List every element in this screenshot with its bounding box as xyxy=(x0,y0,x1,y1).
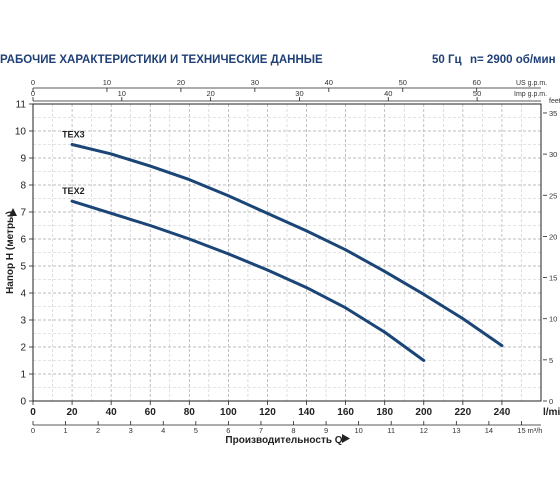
m3h-tick-label: 7 xyxy=(259,426,263,435)
y-tick-label: 7 xyxy=(20,208,26,219)
feet-tick-label: 10 xyxy=(549,315,557,324)
speed-label: n= 2900 об/мин xyxy=(470,54,556,66)
x-axis-label: Производительность Q xyxy=(225,435,342,446)
series-line-tex2 xyxy=(70,199,426,362)
us-gpm-tick-label: 0 xyxy=(31,78,35,87)
m3h-tick-label: 4 xyxy=(161,426,165,435)
page-title: РАБОЧИЕ ХАРАКТЕРИСТИКИ И ТЕХНИЧЕСКИЕ ДАН… xyxy=(0,54,323,66)
x-arrow-icon xyxy=(342,434,350,443)
m3h-tick-label: 8 xyxy=(291,426,295,435)
y-tick-label: 1 xyxy=(20,370,26,381)
us-gpm-unit-label: US g.p.m. xyxy=(516,80,547,87)
x-tick-label: 140 xyxy=(298,407,315,418)
y-arrow-icon xyxy=(9,208,17,216)
us-gpm-tick-label: 50 xyxy=(399,78,407,87)
feet-unit-label: feet xyxy=(549,98,560,105)
x-tick-label: 100 xyxy=(220,407,237,418)
series-label-tex3: TEX3 xyxy=(62,130,85,140)
series-line-tex3 xyxy=(70,143,504,348)
us-gpm-tick-label: 10 xyxy=(103,78,111,87)
frequency-label: 50 Гц xyxy=(432,54,462,66)
m3h-tick-label: 11 xyxy=(387,426,395,435)
y-tick-label: 8 xyxy=(20,181,26,192)
m3h-tick-label: 6 xyxy=(226,426,230,435)
x-unit-label: l/min xyxy=(543,407,560,418)
y-tick-label: 2 xyxy=(20,343,26,354)
x-tick-label: 0 xyxy=(30,407,36,418)
imp-gpm-tick-label: 0 xyxy=(31,89,35,98)
m3h-tick-label: 5 xyxy=(194,426,198,435)
y-tick-label: 10 xyxy=(15,127,27,138)
m3h-tick-label: 15 xyxy=(517,426,525,435)
us-gpm-tick-label: 20 xyxy=(177,78,185,87)
imp-gpm-tick-label: 20 xyxy=(206,89,214,98)
x-tick-label: 180 xyxy=(376,407,393,418)
x-tick-label: 40 xyxy=(106,407,118,418)
feet-tick-label: 5 xyxy=(549,356,553,365)
y-tick-label: 0 xyxy=(20,397,26,408)
x-tick-label: 240 xyxy=(494,407,511,418)
plot-frame xyxy=(32,103,542,402)
y-tick-label: 9 xyxy=(20,154,26,165)
x-tick-label: 80 xyxy=(184,407,196,418)
imp-gpm-tick-label: 10 xyxy=(118,89,126,98)
x-tick-label: 200 xyxy=(415,407,432,418)
y-tick-label: 5 xyxy=(20,262,26,273)
x-tick-label: 160 xyxy=(337,407,354,418)
y-tick-label: 4 xyxy=(20,289,26,300)
m3h-tick-label: 14 xyxy=(485,426,493,435)
y-tick-label: 3 xyxy=(20,316,26,327)
feet-tick-label: 15 xyxy=(549,274,557,283)
m3h-tick-label: 12 xyxy=(420,426,428,435)
m3h-tick-label: 13 xyxy=(452,426,460,435)
y-axis-label: Напор H (метры) xyxy=(5,211,16,294)
us-gpm-tick-label: 40 xyxy=(325,78,333,87)
series-label-tex2: TEX2 xyxy=(62,186,85,196)
feet-tick-label: 35 xyxy=(549,109,557,118)
y-tick-label: 6 xyxy=(20,235,26,246)
m3h-tick-label: 1 xyxy=(63,426,67,435)
x-tick-label: 60 xyxy=(145,407,157,418)
x-tick-label: 20 xyxy=(67,407,79,418)
us-gpm-tick-label: 30 xyxy=(251,78,259,87)
feet-tick-label: 25 xyxy=(549,191,557,200)
m3h-tick-label: 2 xyxy=(96,426,100,435)
imp-gpm-tick-label: 30 xyxy=(295,89,303,98)
feet-tick-label: 20 xyxy=(549,232,557,241)
imp-gpm-tick-label: 40 xyxy=(384,89,392,98)
us-gpm-tick-label: 60 xyxy=(473,78,481,87)
m3h-tick-label: 0 xyxy=(31,426,35,435)
feet-tick-label: 30 xyxy=(549,150,557,159)
x-tick-label: 120 xyxy=(259,407,276,418)
feet-tick-label: 0 xyxy=(549,397,553,406)
m3h-unit-label: m³/h xyxy=(527,426,542,435)
m3h-tick-label: 3 xyxy=(129,426,133,435)
m3h-tick-label: 9 xyxy=(324,426,328,435)
m3h-tick-label: 10 xyxy=(354,426,362,435)
imp-gpm-unit-label: Imp g.p.m. xyxy=(514,91,547,98)
y-tick-label: 11 xyxy=(16,100,27,111)
imp-gpm-tick-label: 50 xyxy=(473,89,481,98)
x-tick-label: 220 xyxy=(455,407,472,418)
